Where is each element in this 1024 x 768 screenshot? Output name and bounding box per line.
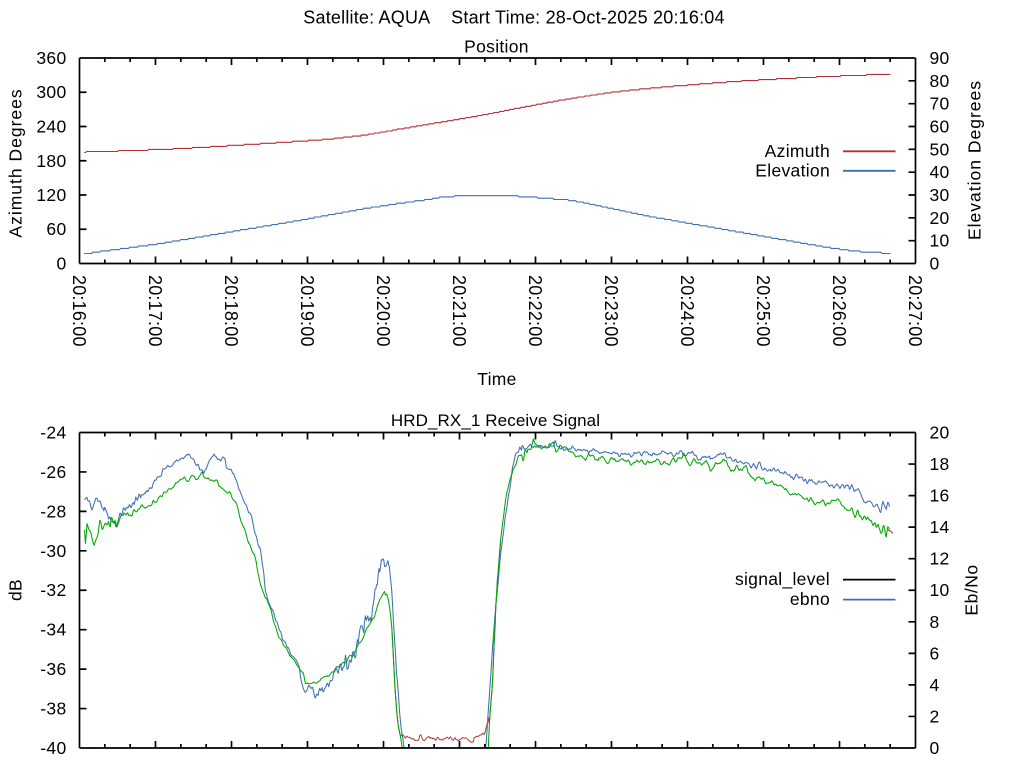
- svg-text:50: 50: [930, 139, 950, 159]
- svg-text:300: 300: [36, 82, 66, 102]
- svg-text:20:22:00: 20:22:00: [525, 275, 545, 347]
- svg-text:-26: -26: [40, 462, 66, 482]
- svg-text:Azimuth Degrees: Azimuth Degrees: [6, 88, 26, 237]
- svg-text:70: 70: [930, 94, 950, 114]
- svg-text:360: 360: [36, 48, 66, 68]
- svg-text:10: 10: [930, 231, 950, 251]
- svg-text:180: 180: [36, 151, 66, 171]
- svg-text:20:17:00: 20:17:00: [145, 275, 165, 347]
- svg-text:-32: -32: [40, 580, 66, 600]
- svg-text:Time: Time: [477, 369, 516, 389]
- svg-text:16: 16: [930, 486, 950, 506]
- svg-text:-36: -36: [40, 659, 66, 679]
- svg-text:8: 8: [930, 612, 940, 632]
- svg-text:20:20:00: 20:20:00: [373, 275, 393, 347]
- svg-text:30: 30: [930, 185, 950, 205]
- svg-text:60: 60: [930, 117, 950, 137]
- svg-text:20:18:00: 20:18:00: [221, 275, 241, 347]
- svg-text:18: 18: [930, 454, 950, 474]
- svg-text:Elevation Degrees: Elevation Degrees: [965, 80, 985, 240]
- svg-text:signal_level: signal_level: [735, 569, 830, 590]
- svg-text:-30: -30: [40, 541, 66, 561]
- svg-text:10: 10: [930, 580, 950, 600]
- svg-text:90: 90: [930, 48, 950, 68]
- svg-text:-38: -38: [40, 699, 66, 719]
- svg-text:20: 20: [930, 208, 950, 228]
- svg-text:-40: -40: [40, 738, 66, 758]
- svg-text:20:24:00: 20:24:00: [677, 275, 697, 347]
- svg-text:60: 60: [46, 219, 66, 239]
- svg-text:Azimuth: Azimuth: [765, 141, 830, 161]
- svg-text:20:26:00: 20:26:00: [829, 275, 849, 347]
- svg-text:20: 20: [930, 423, 950, 443]
- svg-text:80: 80: [930, 71, 950, 91]
- svg-text:20:25:00: 20:25:00: [753, 275, 773, 347]
- svg-text:ebno: ebno: [790, 589, 830, 609]
- svg-text:HRD_RX_1 Receive Signal: HRD_RX_1 Receive Signal: [391, 411, 600, 430]
- svg-text:Position: Position: [464, 37, 529, 57]
- svg-text:20:16:00: 20:16:00: [69, 275, 89, 347]
- svg-text:-28: -28: [40, 501, 66, 521]
- svg-text:20:23:00: 20:23:00: [601, 275, 621, 347]
- svg-text:0: 0: [930, 254, 940, 274]
- svg-text:240: 240: [36, 117, 66, 137]
- svg-text:-24: -24: [40, 423, 66, 443]
- svg-text:12: 12: [930, 549, 950, 569]
- svg-text:4: 4: [930, 675, 940, 695]
- svg-text:40: 40: [930, 162, 950, 182]
- svg-text:14: 14: [930, 517, 950, 537]
- svg-text:20:19:00: 20:19:00: [297, 275, 317, 347]
- svg-text:2: 2: [930, 707, 940, 727]
- svg-text:0: 0: [930, 738, 940, 758]
- svg-text:6: 6: [930, 643, 940, 663]
- svg-text:20:27:00: 20:27:00: [905, 275, 925, 347]
- svg-text:20:21:00: 20:21:00: [449, 275, 469, 347]
- svg-text:Elevation: Elevation: [755, 160, 830, 180]
- svg-text:-34: -34: [40, 620, 66, 640]
- svg-text:Satellite: AQUA Start Time:: Satellite: AQUA Start Time: 28-Oct-2025 …: [303, 8, 724, 28]
- svg-text:Eb/No: Eb/No: [962, 564, 982, 615]
- svg-text:dB: dB: [6, 579, 26, 601]
- svg-text:120: 120: [36, 185, 66, 205]
- svg-text:0: 0: [56, 254, 66, 274]
